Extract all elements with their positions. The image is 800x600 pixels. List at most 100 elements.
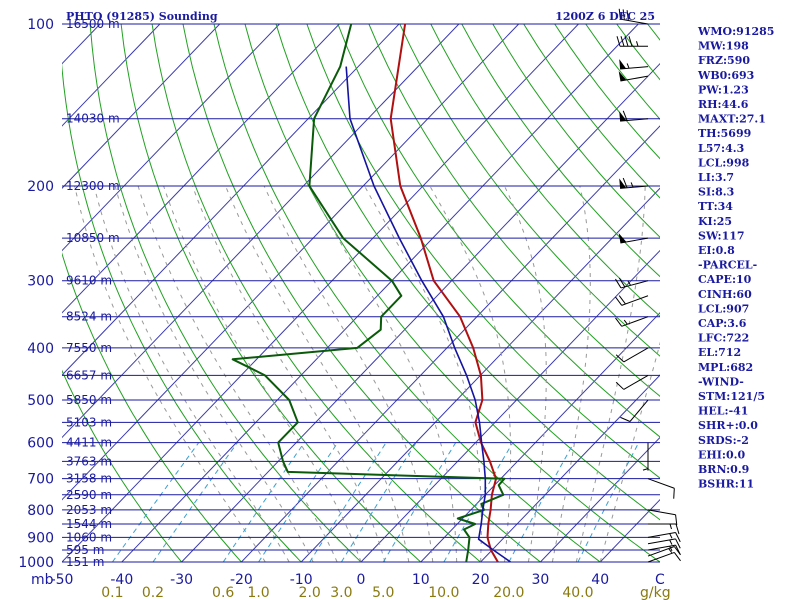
wind-barb [619,177,649,189]
mixing-ratio-line [309,442,387,562]
barb-half-flag [623,319,628,325]
barb-half-flag [630,182,634,188]
pressure-unit-label: mb [31,572,54,588]
wind-barb [615,316,649,327]
pressure-tick-label: 600 [27,436,54,452]
barb-staff [620,280,649,289]
index-entry: HEL:-41 [698,405,748,418]
temperature-tick-labels: -50 -40 -30 -20 -10 0 10 20 30 40 [51,572,610,588]
barb-staff [620,66,649,70]
barb-flag [615,381,625,390]
wind-barb [619,59,649,70]
isotherm-line [181,62,660,562]
barb-flag [618,295,626,305]
wind-barb [620,399,649,422]
barb-half-flag [668,548,673,554]
index-entry: MPL:682 [698,361,753,374]
moist-adiabat [114,185,314,562]
barb-staff [623,347,649,363]
index-entry: LFC:722 [698,332,749,345]
temperature-unit-label: C [655,572,665,588]
height-label: 1060 m [66,530,112,544]
height-label: 1544 m [66,517,112,531]
barb-staff [629,399,649,422]
barb-half-flag [626,63,630,69]
wind-barb [618,71,649,82]
mixing-ratio-tick-label: 0.1 [101,585,123,600]
wind-barb [642,442,649,471]
barb-staff [623,374,649,390]
height-label: 6657 m [66,368,112,382]
barb-staff [621,295,649,306]
index-entry: PW:1.23 [698,83,749,96]
barb-flag [620,416,631,422]
index-entry: -PARCEL- [698,259,757,272]
barb-flag [675,538,681,549]
mixing-ratio-tick-label: 10.0 [428,585,459,600]
pressure-tick-label: 500 [27,393,54,409]
index-entry: TH:5699 [698,127,751,140]
pressure-tick-label: 100 [27,17,54,33]
wind-barb [619,110,649,122]
barb-flag [628,36,633,47]
dewpoint-trace [231,24,506,562]
barb-staff [647,551,675,563]
barb-half-flag [627,280,632,286]
barb-staff [647,532,676,538]
height-label: 3158 m [66,472,112,486]
isotherm-line [62,24,460,439]
mixing-ratio-line [382,442,457,562]
wind-barb [616,36,648,47]
moist-adiabat [163,185,362,562]
mixing-ratio-line [443,442,514,562]
index-entry: RH:44.6 [698,98,749,111]
barb-staff [647,544,676,551]
pressure-tick-label: 700 [27,472,54,488]
isotherm-line [62,24,340,314]
parcel-trace [345,66,511,562]
barb-staff [647,546,675,557]
profile-traces [231,24,511,562]
isotherm-line [62,24,221,189]
mixing-ratio-tick-label: 0.6 [212,585,234,600]
index-entry: L57:4.3 [698,142,744,155]
barb-pennant [618,233,627,243]
barb-staff [621,316,649,327]
barb-pennant [619,111,627,122]
barb-flag [675,544,681,555]
wind-barb [648,523,680,535]
index-entry: CAPE:10 [698,273,752,286]
index-entry: SI:8.3 [698,186,734,199]
pressure-tick-label: 300 [27,274,54,290]
height-label: 9610 m [66,274,112,288]
barb-half-flag [669,545,673,552]
pressure-tick-label: 800 [27,503,54,519]
index-entry: BSHR:11 [698,478,754,491]
index-entry: CAP:3.6 [698,317,747,330]
isotherm-line [480,374,660,562]
isotherm-line [62,24,161,127]
index-entry: -WIND- [698,375,744,388]
height-label: 2590 m [66,488,112,502]
index-entry: LCL:998 [698,156,750,169]
barb-flag [675,514,678,526]
valid-time: 1200Z 6 DEC 25 [555,10,655,23]
isobar-lines [62,23,660,563]
wind-barb [615,295,649,306]
barb-flag [616,36,621,47]
mixing-ratio-tick-label: 5.0 [372,585,394,600]
barb-staff [620,18,649,25]
barb-flag [618,277,626,288]
isotherm-line [121,24,639,562]
barb-flag [673,488,675,499]
index-entry: SW:117 [698,229,745,242]
height-label: 7550 m [66,341,112,355]
temperature-trace [389,24,501,562]
barb-half-flag [669,523,672,530]
index-entry: EHI:0.0 [698,448,745,461]
height-label: 151 m [66,555,104,569]
wind-barb [647,532,681,543]
index-entry: SRDS:-2 [698,434,749,447]
barb-half-flag [642,468,649,471]
